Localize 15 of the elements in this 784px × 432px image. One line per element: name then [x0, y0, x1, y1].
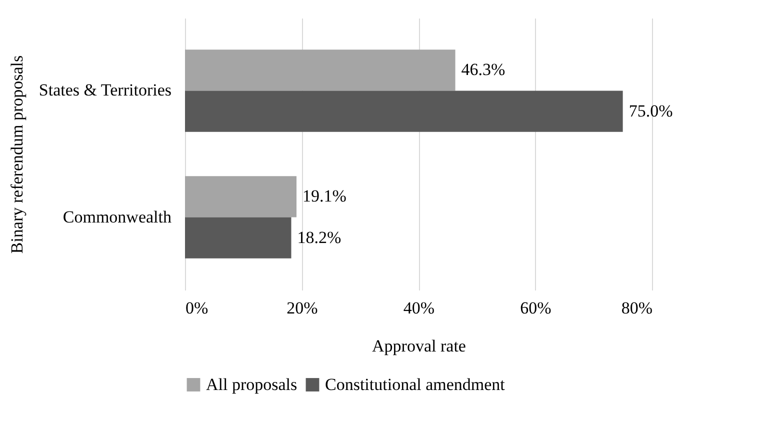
y-tick-label: Commonwealth: [62, 207, 172, 226]
data-label: 75.0%: [628, 101, 673, 120]
x-axis-title: Approval rate: [372, 336, 466, 356]
y-tick-label: States & Territories: [38, 80, 172, 100]
x-tick-label: 40%: [403, 298, 435, 318]
x-tick-label: 0%: [186, 298, 208, 318]
data-label: 19.1%: [302, 186, 346, 206]
data-label: 18.2%: [297, 228, 342, 247]
data-label: 46.3%: [461, 60, 506, 80]
legend-label: Constitutional amendment: [325, 374, 506, 394]
x-tick-label: 60%: [520, 298, 552, 318]
x-tick-label: 20%: [286, 298, 318, 318]
y-axis-title: Binary referendum proposals: [8, 55, 27, 254]
legend-label: All proposals: [206, 374, 298, 394]
x-tick-label: 80%: [621, 298, 652, 318]
